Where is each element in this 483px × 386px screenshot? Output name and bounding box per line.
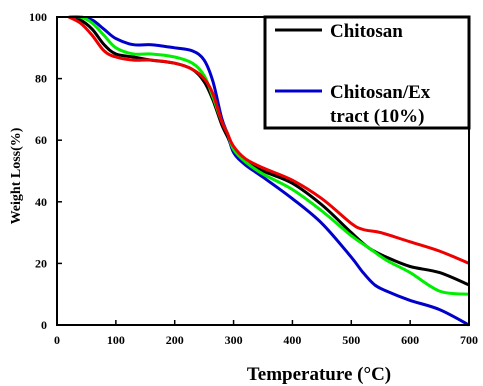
y-tick-label: 40 [35,195,47,209]
legend-label-chitosan-extract-line1: Chitosan/Ex [330,82,431,103]
x-axis-label: Temperature (°C) [247,364,391,385]
x-tick-label: 0 [54,333,60,347]
y-axis-label: Weight Loss(%) [9,127,24,224]
series-line-3 [68,15,470,265]
x-tick-label: 100 [107,333,125,347]
legend-box [263,15,471,130]
x-tick-label: 300 [225,333,243,347]
y-tick-label: 100 [29,10,47,24]
legend-label-chitosan-extract-line2: tract (10%) [330,106,424,127]
legend: Chitosan Chitosan/Ex tract (10%) [263,15,471,130]
y-tick-label: 0 [41,318,47,332]
plot-frame [56,16,470,326]
x-tick-label: 500 [342,333,360,347]
y-tick-label: 60 [35,133,47,147]
x-tick-label: 200 [166,333,184,347]
legend-label-chitosan: Chitosan [330,21,403,42]
y-tick-label: 80 [35,72,47,86]
x-tick-label: 400 [283,333,301,347]
y-tick-label: 20 [35,256,47,270]
x-tick-label: 600 [401,333,419,347]
x-tick-label: 700 [460,333,478,347]
